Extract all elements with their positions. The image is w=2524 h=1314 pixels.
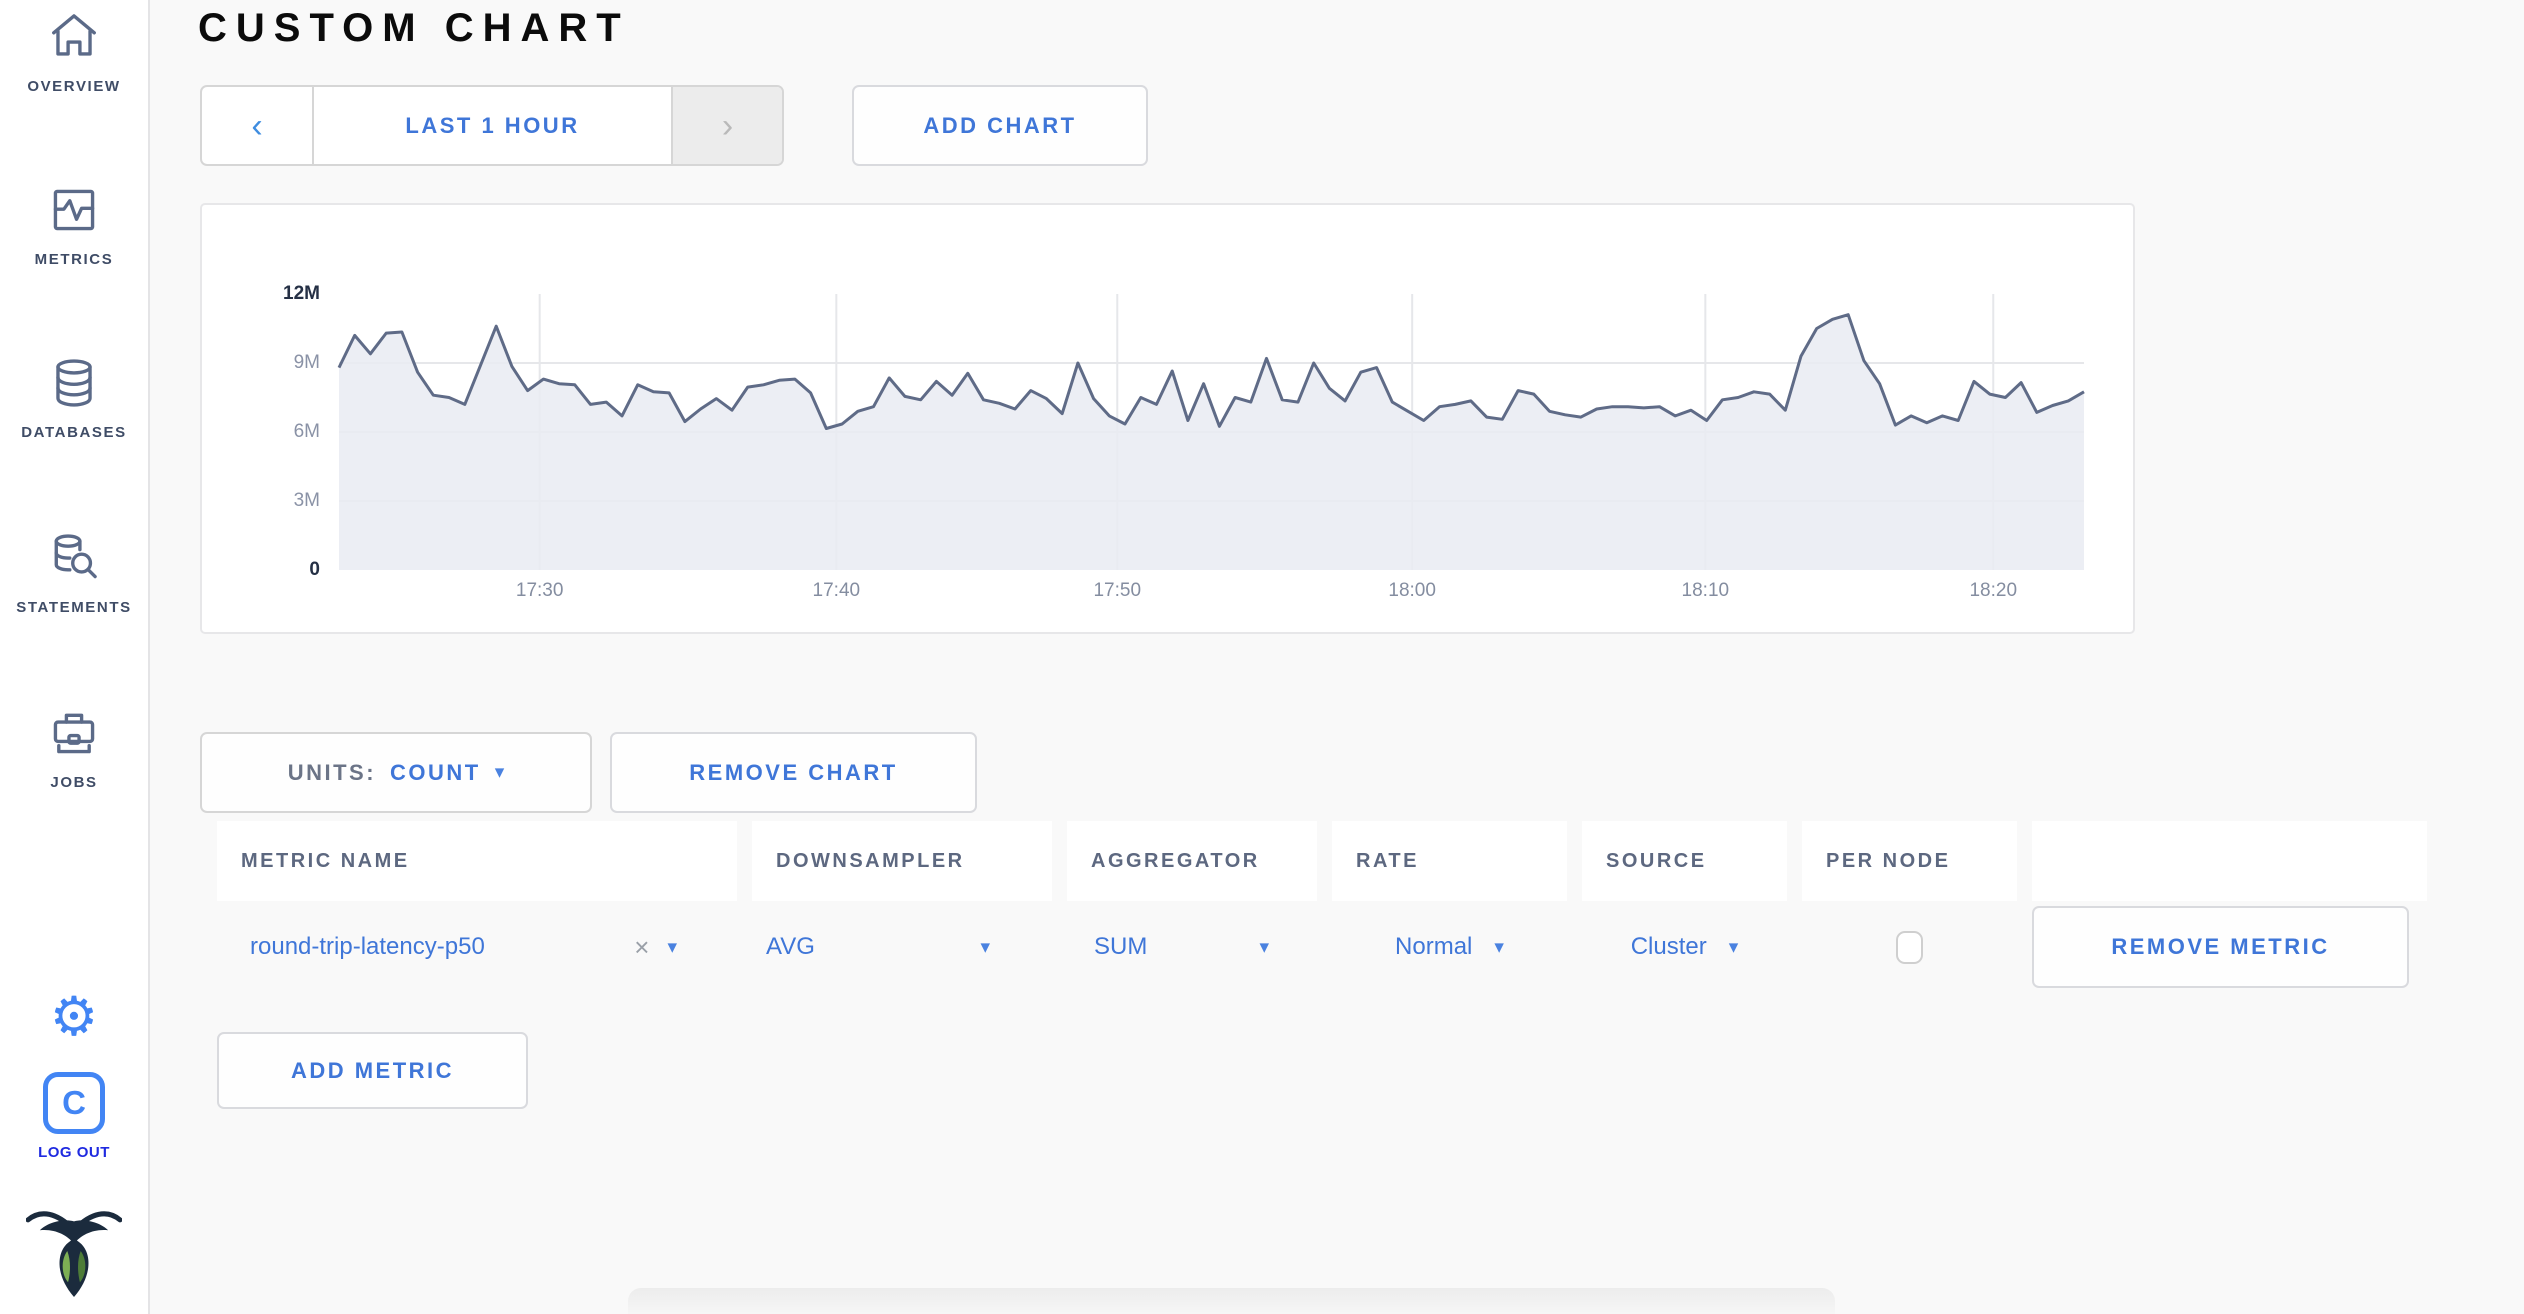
chevron-down-icon: ▾ <box>980 936 990 958</box>
logout-label: LOG OUT <box>38 1144 110 1161</box>
x-axis-tick-label: 17:40 <box>812 580 861 601</box>
per-node-cell <box>1802 906 2017 988</box>
home-icon <box>47 10 101 64</box>
cockroach-bug-logo-icon <box>0 1208 148 1300</box>
aggregator-dropdown[interactable]: SUM ▾ <box>1067 906 1317 988</box>
y-axis-tick-label: 12M <box>283 283 320 304</box>
chevron-down-icon: ▾ <box>1494 936 1504 958</box>
sidebar-item-label: JOBS <box>50 774 98 791</box>
y-axis-tick-label: 0 <box>309 559 320 580</box>
column-header-per-node: PER NODE <box>1802 821 2017 901</box>
sidebar-item-metrics[interactable]: METRICS <box>0 183 148 268</box>
remove-chart-button[interactable]: REMOVE CHART <box>610 732 977 813</box>
clear-metric-icon[interactable]: × <box>634 931 650 962</box>
sidebar-item-overview[interactable]: OVERVIEW <box>0 10 148 95</box>
time-range-selector: ‹ LAST 1 HOUR › <box>200 85 784 166</box>
cockroach-c-logo-icon: C <box>43 1072 105 1134</box>
x-axis-tick-label: 17:30 <box>515 580 564 601</box>
metric-actions-cell: REMOVE METRIC <box>2032 906 2427 988</box>
time-range-prev-button[interactable]: ‹ <box>202 87 314 164</box>
rate-value: Normal <box>1395 933 1473 960</box>
time-range-label: LAST 1 HOUR <box>405 112 580 138</box>
y-axis-tick-label: 3M <box>293 490 320 511</box>
aggregator-value: SUM <box>1094 933 1148 960</box>
add-metric-button[interactable]: ADD METRIC <box>217 1032 528 1109</box>
column-header-aggregator: AGGREGATOR <box>1067 821 1317 901</box>
metric-name-value[interactable]: round-trip-latency-p50 <box>250 933 485 960</box>
chart-card: 12M 9M 6M 3M 0 17:30 17:40 17:50 18:00 18:10 18:20 <box>200 203 2135 634</box>
c-logo-letter: C <box>62 1084 86 1121</box>
metric-name-cell: round-trip-latency-p50 × ▾ <box>217 906 737 988</box>
rate-dropdown[interactable]: Normal ▾ <box>1332 906 1567 988</box>
column-header-actions <box>2032 821 2427 901</box>
source-value: Cluster <box>1630 933 1707 960</box>
series-area <box>339 314 2084 570</box>
per-node-checkbox[interactable] <box>1896 930 1923 964</box>
chevron-down-icon: ▾ <box>1259 936 1269 958</box>
time-range-next-button[interactable]: › <box>671 87 782 164</box>
units-label: UNITS: <box>287 759 377 785</box>
bottom-scrollbar[interactable] <box>628 1288 1835 1314</box>
units-dropdown[interactable]: UNITS: COUNT ▾ <box>200 732 592 813</box>
briefcase-icon <box>47 706 101 760</box>
remove-metric-button[interactable]: REMOVE METRIC <box>2032 906 2409 988</box>
downsampler-dropdown[interactable]: AVG ▾ <box>752 906 1052 988</box>
downsampler-value: AVG <box>766 933 815 960</box>
x-axis-tick-label: 18:00 <box>1388 580 1436 601</box>
logout-button[interactable]: C LOG OUT <box>0 1072 148 1161</box>
database-icon <box>47 356 101 410</box>
x-axis-tick-label: 18:10 <box>1681 580 1730 601</box>
chart-plot-svg <box>337 294 2085 570</box>
y-axis-tick-label: 9M <box>293 352 320 373</box>
x-axis-tick-label: 18:20 <box>1969 580 2018 601</box>
sidebar-item-databases[interactable]: DATABASES <box>0 356 148 441</box>
units-value: COUNT <box>390 759 481 785</box>
sidebar-item-jobs[interactable]: JOBS <box>0 706 148 791</box>
main-content: CUSTOM CHART ‹ LAST 1 HOUR › ADD CHART 1… <box>150 0 2524 1314</box>
column-header-metric-name: METRIC NAME <box>217 821 737 901</box>
column-header-rate: RATE <box>1332 821 1567 901</box>
sidebar-item-label: METRICS <box>34 251 114 268</box>
chevron-down-icon: ▾ <box>1728 936 1739 958</box>
series-line <box>337 313 2085 430</box>
metrics-icon <box>47 183 101 237</box>
column-header-source: SOURCE <box>1582 821 1787 901</box>
statements-icon <box>47 531 101 585</box>
sidebar-item-label: DATABASES <box>21 424 127 441</box>
sidebar: OVERVIEW METRICS DATABASES <box>0 0 150 1314</box>
sidebar-item-label: STATEMENTS <box>16 599 132 616</box>
chevron-right-icon: › <box>721 106 734 145</box>
metrics-table-header: METRIC NAME DOWNSAMPLER AGGREGATOR RATE … <box>217 821 2427 901</box>
metric-row: round-trip-latency-p50 × ▾ AVG ▾ SUM ▾ N… <box>217 906 2427 988</box>
time-range-dropdown[interactable]: LAST 1 HOUR <box>314 87 671 164</box>
chevron-down-icon: ▾ <box>494 762 505 783</box>
sidebar-item-label: OVERVIEW <box>27 78 121 95</box>
add-chart-button[interactable]: ADD CHART <box>852 85 1148 166</box>
chevron-down-icon[interactable]: ▾ <box>667 936 677 958</box>
source-dropdown[interactable]: Cluster ▾ <box>1582 906 1787 988</box>
page-title: CUSTOM CHART <box>198 6 630 50</box>
y-axis-tick-label: 6M <box>293 421 320 442</box>
column-header-downsampler: DOWNSAMPLER <box>752 821 1052 901</box>
gear-icon[interactable]: ⚙ <box>49 985 99 1048</box>
chevron-left-icon: ‹ <box>251 106 263 145</box>
x-axis-tick-label: 17:50 <box>1093 580 1142 601</box>
sidebar-item-statements[interactable]: STATEMENTS <box>0 531 148 616</box>
